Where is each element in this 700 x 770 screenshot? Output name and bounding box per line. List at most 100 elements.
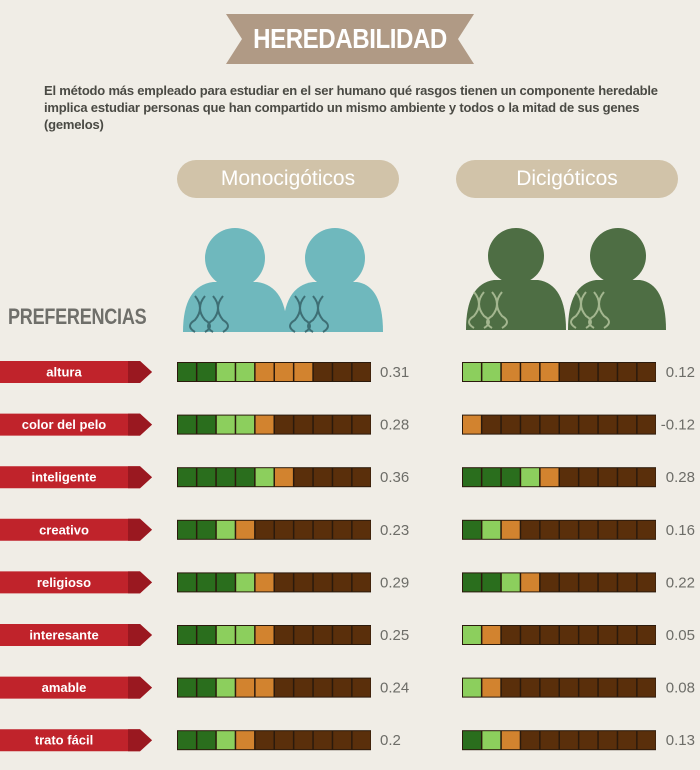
bar-segment [313,520,332,539]
bar-segment [294,415,313,434]
bar-segment [352,573,371,592]
bar-segment [236,363,255,381]
bar-segment [482,573,501,592]
label-ribbon-tip [128,466,152,489]
bar-segment [637,468,656,487]
bar-segment [333,520,352,539]
bar-segment [294,468,313,487]
bar-segment [521,520,540,539]
bar-segment [255,468,274,487]
bar-segment [463,678,481,697]
bar-segment [579,363,598,381]
bar-segment [540,678,559,697]
bar-segment [618,731,637,750]
mono-bar [177,572,371,593]
bar-segment [501,731,520,750]
bar-segment [579,520,598,539]
bar-segment [313,468,332,487]
person-icon [466,228,566,330]
bar-segment [598,520,617,539]
mono-value-label: 0.28 [380,417,409,434]
bar-segment [560,626,578,644]
bar-segment [236,520,255,539]
bar-segment [598,468,617,487]
bar-segment [598,731,617,750]
bar-segment [560,363,578,381]
bar-segment [216,415,235,434]
bar-segment [294,520,313,539]
bar-segment [333,415,352,434]
di-value-label: 0.05 [666,627,695,644]
di-bar [462,730,656,751]
row-label: altura [46,365,82,380]
bar-segment [501,678,520,697]
bar-segment [255,626,274,644]
bar-segment [178,678,196,697]
page-title: HEREDABILIDAD [253,23,447,54]
bar-segment [521,573,540,592]
bar-segment [618,678,637,697]
row-label: amable [42,680,87,695]
bar-segment [521,468,540,487]
bar-segment [540,731,559,750]
bar-segment [333,468,352,487]
bar-segment [463,363,481,381]
bar-segment [255,415,274,434]
bar-segment [637,415,656,434]
bar-segment [178,363,196,381]
bar-segment [294,573,313,592]
label-ribbon [0,361,152,383]
heritability-chart: altura 0.31 0.12 color del pelo 0.28 -0.12 int… [0,361,695,752]
label-ribbon-tip [128,676,152,699]
mono-value-label: 0.24 [380,680,409,697]
bar-segment [560,731,578,750]
bar-segment [178,520,196,539]
di-value-label: -0.12 [661,417,695,434]
title-banner-shape [226,14,474,64]
bar-segment [618,626,637,644]
bar-segment [236,626,255,644]
bar-segment [197,363,216,381]
bar-segment [275,573,293,592]
dna-icon [468,291,508,329]
mono-bar [177,625,371,645]
bar-segment [275,626,293,644]
bar-segment [352,678,371,697]
bar-segment [637,573,656,592]
mono-bar [177,730,371,751]
bar-segment [540,573,559,592]
row-label: creativo [39,522,89,537]
di-bar [462,677,656,698]
dizygotic-twins-icon [466,226,666,339]
bar-segment [255,678,274,697]
bar-segment [352,363,371,381]
bar-segment [501,468,520,487]
bar-segment [178,415,196,434]
bar-segment [216,363,235,381]
bar-segment [540,626,559,644]
bar-segment [313,678,332,697]
bar-segment [352,731,371,750]
bar-segment [521,731,540,750]
bar-segment [313,573,332,592]
mono-value-label: 0.25 [380,627,409,644]
bar-segment [333,678,352,697]
di-bar [462,625,656,645]
di-value-label: 0.22 [666,574,695,591]
preferences-heading: PREFERENCIAS [8,304,147,329]
bar-segment [197,415,216,434]
bar-segment [313,626,332,644]
bar-segment [501,573,520,592]
bar-segment [501,415,520,434]
bar-segment [333,731,352,750]
label-ribbon [0,413,152,436]
bar-segment [579,468,598,487]
title-banner: HEREDABILIDAD [226,14,474,64]
label-ribbon [0,624,152,646]
bar-segment [482,415,501,434]
mono-value-label: 0.2 [380,732,401,749]
bar-segment [598,678,617,697]
bar-segment [216,626,235,644]
label-ribbon-tip [128,571,152,594]
bar-segment [598,573,617,592]
